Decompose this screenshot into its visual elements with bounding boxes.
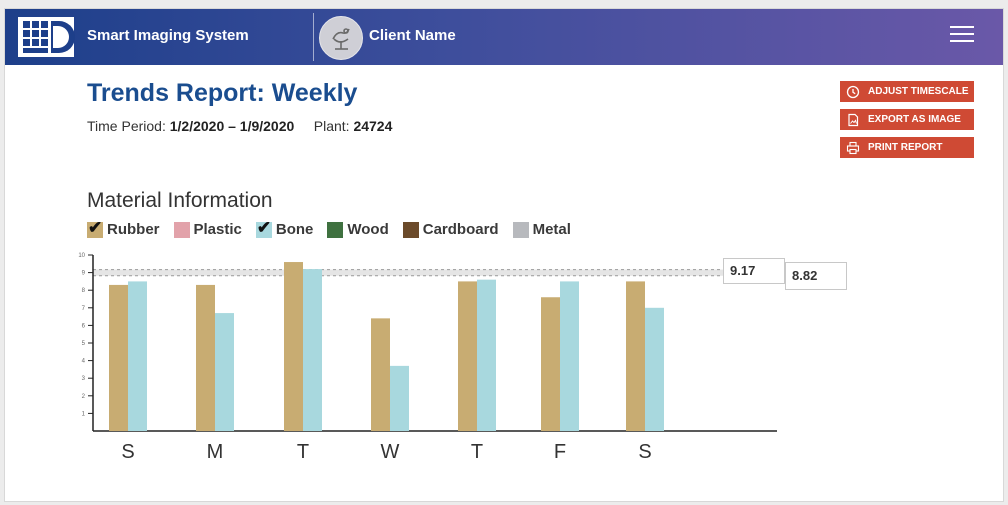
x-tick-label: M xyxy=(207,441,224,463)
bar-rubber xyxy=(109,284,128,431)
bar-bone xyxy=(215,313,234,431)
x-tick-label: W xyxy=(381,441,400,463)
upper-threshold-callout: 9.17 xyxy=(723,257,785,284)
adjust-timescale-button[interactable]: ADJUST TIMESCALE xyxy=(840,81,974,102)
legend-label: Wood xyxy=(347,221,389,238)
y-tick-label: 7 xyxy=(82,306,86,312)
legend-checkbox[interactable] xyxy=(173,221,190,238)
x-tick-label: F xyxy=(554,441,566,463)
y-tick-label: 3 xyxy=(82,376,86,382)
page-title: Trends Report: Weekly xyxy=(87,79,358,107)
print-report-button[interactable]: PRINT REPORT xyxy=(840,137,974,158)
y-tick-label: 9 xyxy=(82,271,86,277)
rooster-weathervane-icon xyxy=(332,28,350,50)
bar-rubber xyxy=(458,281,477,431)
legend-item-plastic[interactable]: Plastic xyxy=(173,221,242,238)
legend-item-rubber[interactable]: ✔ Rubber xyxy=(87,218,160,238)
brand-logo-icon xyxy=(18,17,75,57)
report-meta: Time Period: 1/2/2020 – 1/9/2020 Plant: … xyxy=(87,118,392,134)
section-title: Material Information xyxy=(87,189,273,212)
bar-bone xyxy=(128,281,147,431)
legend-item-cardboard[interactable]: Cardboard xyxy=(402,221,499,238)
app-title: Smart Imaging System xyxy=(87,27,249,44)
plant-value: 24724 xyxy=(353,118,393,134)
export-image-label: EXPORT AS IMAGE xyxy=(868,114,961,125)
bar-bone xyxy=(477,279,496,431)
bar-rubber xyxy=(196,284,215,431)
bar-rubber xyxy=(284,262,303,431)
legend-checkbox[interactable]: ✔ xyxy=(255,218,272,238)
app-frame: Smart Imaging System Client Name Trends … xyxy=(4,8,1004,502)
y-tick-label: 5 xyxy=(82,341,86,347)
legend-label: Bone xyxy=(275,221,314,238)
client-avatar[interactable] xyxy=(319,16,363,60)
y-tick-label: 4 xyxy=(82,359,86,365)
y-tick-label: 8 xyxy=(82,288,86,294)
x-tick-label: T xyxy=(297,441,309,463)
print-report-label: PRINT REPORT xyxy=(868,142,943,153)
checkmark-icon: ✔ xyxy=(256,217,272,237)
legend-label: Plastic xyxy=(193,221,242,238)
time-period-value: 1/2/2020 – 1/9/2020 xyxy=(169,118,295,134)
bar-rubber xyxy=(371,318,390,431)
image-file-icon xyxy=(848,113,859,126)
legend-label: Rubber xyxy=(107,221,160,238)
legend-checkbox[interactable]: ✔ xyxy=(87,218,103,238)
legend-checkbox[interactable] xyxy=(512,221,529,238)
legend-item-bone[interactable]: ✔ Bone xyxy=(255,218,314,238)
time-period-label: Time Period: xyxy=(87,118,166,134)
threshold-band xyxy=(93,269,743,276)
bar-bone xyxy=(645,307,664,431)
legend-label: Metal xyxy=(532,221,571,238)
x-tick-label: S xyxy=(638,441,651,463)
x-tick-label: S xyxy=(121,441,134,463)
printer-icon xyxy=(846,141,860,154)
bar-bone xyxy=(390,365,409,431)
clock-icon xyxy=(846,85,860,98)
bar-rubber xyxy=(541,297,560,431)
bar-bone xyxy=(303,269,322,431)
legend-item-metal[interactable]: Metal xyxy=(512,221,571,238)
material-bar-chart: 1 2 3 4 5 6 7 8 9 10 S M T W T F S xyxy=(78,253,785,463)
x-tick-label: T xyxy=(471,441,483,463)
lower-threshold-callout: 8.82 xyxy=(785,261,847,290)
legend-checkbox[interactable] xyxy=(402,221,419,238)
legend-checkbox[interactable] xyxy=(327,221,344,238)
y-tick-label: 1 xyxy=(82,411,86,417)
chart-legend: ✔ Rubber Plastic ✔ Bone Wood Cardboard Metal xyxy=(87,218,585,238)
y-tick-label: 2 xyxy=(82,394,86,400)
bar-rubber xyxy=(626,281,645,431)
y-tick-label: 10 xyxy=(78,253,85,259)
client-name[interactable]: Client Name xyxy=(369,27,456,44)
checkmark-icon: ✔ xyxy=(88,217,103,237)
legend-item-wood[interactable]: Wood xyxy=(327,221,389,238)
plant-label: Plant: xyxy=(313,118,350,134)
top-header: Smart Imaging System Client Name xyxy=(5,9,1003,65)
header-divider xyxy=(313,13,314,61)
legend-label: Cardboard xyxy=(422,221,499,238)
adjust-timescale-label: ADJUST TIMESCALE xyxy=(868,86,969,97)
export-image-button[interactable]: EXPORT AS IMAGE xyxy=(840,109,974,130)
bar-bone xyxy=(560,281,579,431)
y-tick-label: 6 xyxy=(82,323,86,329)
hamburger-menu-icon[interactable] xyxy=(950,26,974,48)
